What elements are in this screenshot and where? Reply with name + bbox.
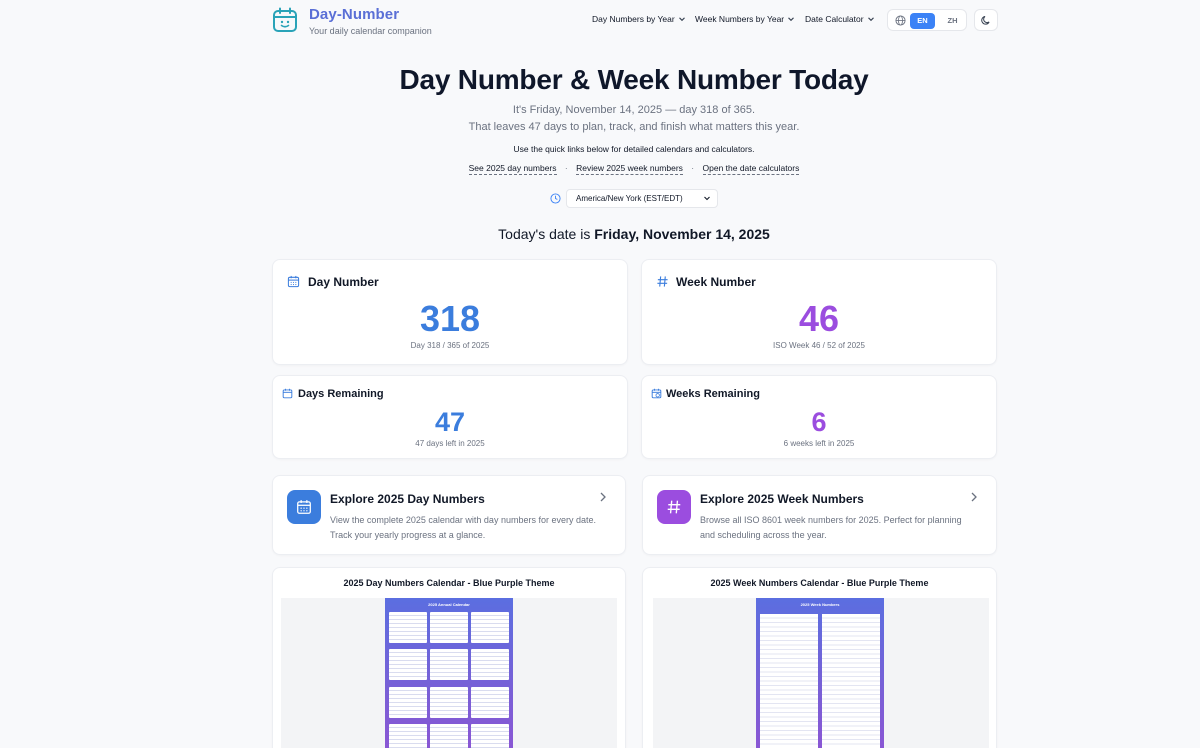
day-number-card: Day Number 318 Day 318 / 365 of 2025	[272, 259, 628, 365]
calendar-icon	[282, 388, 293, 399]
chevron-down-icon	[867, 17, 874, 22]
days-remaining-subtext: 47 days left in 2025	[415, 439, 485, 448]
link-day-numbers[interactable]: See 2025 day numbers	[468, 163, 557, 175]
nav-day-numbers[interactable]: Day Numbers by Year	[592, 14, 686, 24]
timezone-value: America/New York (EST/EDT)	[576, 194, 683, 203]
week-number-subtext: ISO Week 46 / 52 of 2025	[773, 341, 865, 350]
month-tile	[430, 649, 468, 681]
weeks-remaining-card: Weeks Remaining 6 6 weeks left in 2025	[641, 375, 997, 459]
weeks-remaining-title: Weeks Remaining	[666, 388, 760, 400]
week-number-card: Week Number 46 ISO Week 46 / 52 of 2025	[641, 259, 997, 365]
calendar-icon	[297, 500, 311, 514]
month-grid	[389, 612, 509, 748]
chevron-down-icon	[704, 196, 710, 201]
quick-links: See 2025 day numbers · Review 2025 week …	[0, 163, 1200, 175]
month-tile	[389, 723, 427, 748]
month-tile	[471, 649, 509, 681]
day-number-subtext: Day 318 / 365 of 2025	[410, 341, 490, 350]
hero-hint-line: Use the quick links below for detailed c…	[513, 144, 755, 154]
globe-icon	[895, 15, 906, 26]
month-tile	[389, 686, 427, 718]
week-table-right	[822, 614, 880, 748]
explore-week-title: Explore 2025 Week Numbers	[700, 492, 864, 506]
clock-icon	[550, 193, 561, 204]
timezone-select[interactable]: America/New York (EST/EDT)	[566, 189, 718, 208]
explore-week-numbers-card[interactable]: Explore 2025 Week Numbers Browse all ISO…	[642, 475, 997, 555]
page-title: Day Number & Week Number Today	[399, 64, 869, 95]
days-remaining-value: 47	[434, 407, 466, 437]
nav-date-calculator[interactable]: Date Calculator	[805, 14, 875, 24]
week-preview-image-area: 2025 Week Numbers	[653, 598, 989, 748]
calendar-icon	[287, 275, 300, 288]
weeks-remaining-subtext: 6 weeks left in 2025	[783, 439, 855, 448]
language-zh-button[interactable]: ZH	[947, 16, 958, 25]
brand-tagline: Your daily calendar companion	[309, 26, 432, 36]
theme-toggle-button[interactable]	[974, 9, 998, 31]
month-tile	[430, 686, 468, 718]
hero-remaining-line: That leaves 47 days to plan, track, and …	[468, 121, 800, 133]
link-week-numbers[interactable]: Review 2025 week numbers	[576, 163, 683, 175]
week-preview-title: 2025 Week Numbers Calendar - Blue Purple…	[710, 578, 929, 588]
month-tile	[471, 612, 509, 643]
link-date-calculators[interactable]: Open the date calculators	[702, 163, 800, 175]
chevron-down-icon	[678, 17, 685, 22]
week-calendar-poster-image[interactable]: 2025 Week Numbers	[756, 598, 884, 748]
chevron-right-icon	[971, 492, 977, 502]
calendar-smile-icon[interactable]	[272, 7, 298, 33]
day-number-title: Day Number	[308, 275, 379, 289]
brand-name[interactable]: Day-Number	[309, 6, 400, 23]
moon-icon	[981, 15, 990, 25]
day-number-value: 318	[419, 298, 481, 339]
day-preview-title: 2025 Day Numbers Calendar - Blue Purple …	[343, 578, 555, 588]
month-tile	[430, 612, 468, 643]
nav-date-calculator-label: Date Calculator	[805, 14, 864, 24]
explore-day-description: View the complete 2025 calendar with day…	[330, 515, 596, 540]
month-tile	[389, 612, 427, 643]
day-calendar-preview-card: 2025 Day Numbers Calendar - Blue Purple …	[272, 567, 626, 748]
language-en-button[interactable]: EN	[910, 13, 935, 29]
weeks-remaining-value: 6	[811, 407, 827, 437]
hero-summary-line: It's Friday, November 14, 2025 — day 318…	[512, 104, 756, 116]
today-prefix: Today's date is	[498, 226, 591, 242]
week-number-title: Week Number	[676, 275, 756, 289]
day-calendar-poster-image[interactable]: 2025 Annual Calendar	[385, 598, 513, 748]
explore-day-numbers-card[interactable]: Explore 2025 Day Numbers View the comple…	[272, 475, 626, 555]
week-table-left	[760, 614, 818, 748]
hash-icon	[667, 500, 681, 514]
nav-day-numbers-label: Day Numbers by Year	[592, 14, 675, 24]
site-header: Day-Number Your daily calendar companion…	[0, 0, 1200, 40]
explore-day-icon-tile	[287, 490, 321, 524]
days-remaining-title: Days Remaining	[298, 388, 384, 400]
chevron-right-icon	[600, 492, 606, 502]
chevron-down-icon	[788, 17, 795, 22]
explore-week-description: Browse all ISO 8601 week numbers for 202…	[700, 515, 962, 540]
today-date: Friday, November 14, 2025	[594, 226, 770, 242]
week-calendar-preview-card: 2025 Week Numbers Calendar - Blue Purple…	[642, 567, 997, 748]
month-tile	[471, 686, 509, 718]
nav-week-numbers-label: Week Numbers by Year	[695, 14, 785, 24]
explore-day-title: Explore 2025 Day Numbers	[330, 492, 485, 506]
separator-dot: ·	[691, 163, 695, 173]
month-tile	[430, 723, 468, 748]
nav-week-numbers[interactable]: Week Numbers by Year	[695, 14, 795, 24]
month-tile	[471, 723, 509, 748]
week-number-value: 46	[798, 298, 840, 339]
days-remaining-card: Days Remaining 47 47 days left in 2025	[272, 375, 628, 459]
explore-week-icon-tile	[657, 490, 691, 524]
hash-icon	[657, 276, 668, 287]
today-date-line: Today's date is Friday, November 14, 202…	[0, 226, 1200, 242]
calendar-clock-icon	[651, 388, 662, 399]
language-switcher: EN ZH	[887, 9, 967, 31]
separator-dot: ·	[564, 163, 568, 173]
day-preview-image-area: 2025 Annual Calendar	[281, 598, 617, 748]
month-tile	[389, 649, 427, 681]
